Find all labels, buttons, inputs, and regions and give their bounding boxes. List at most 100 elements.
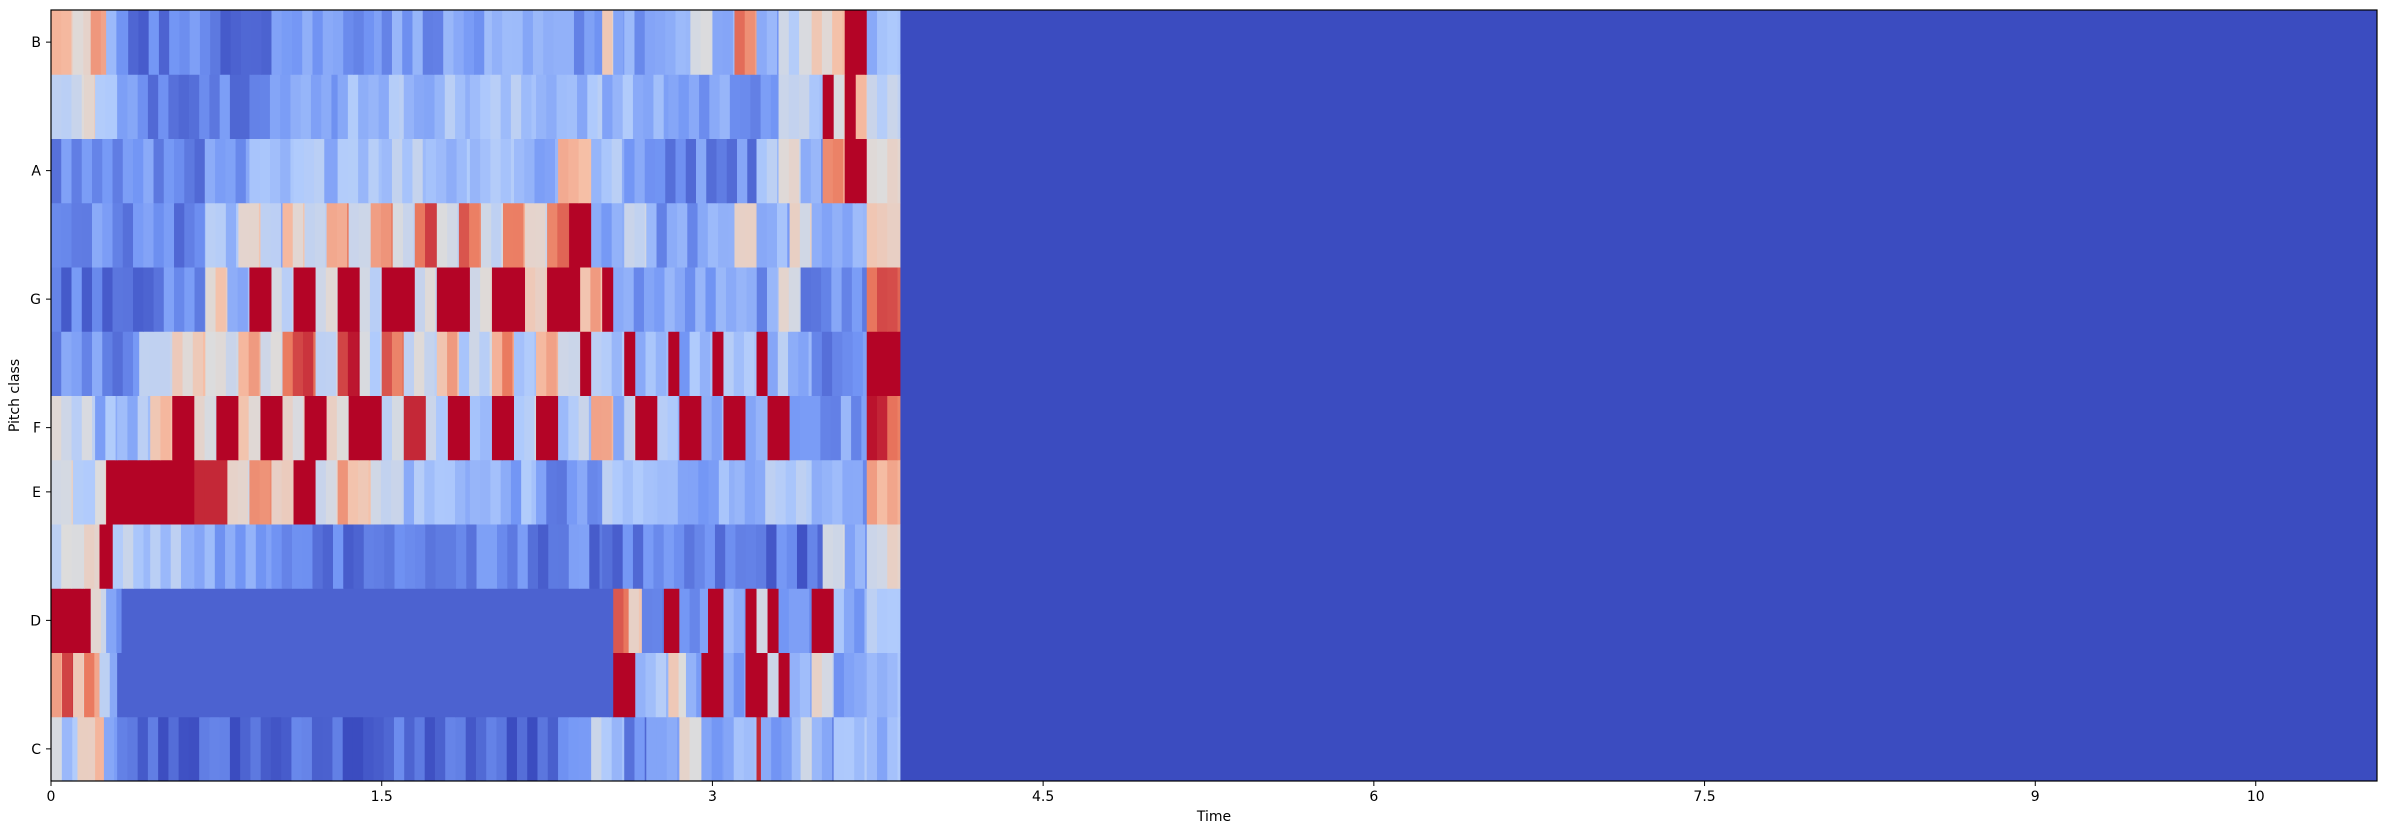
- heatmap-cell: [569, 202, 580, 268]
- heatmap-cell: [500, 588, 512, 653]
- heatmap-cell: [271, 524, 283, 589]
- heatmap-cell: [62, 716, 73, 782]
- heatmap-cell: [522, 267, 526, 332]
- heatmap-cell: [236, 202, 239, 268]
- heatmap-cell: [844, 524, 856, 589]
- heatmap-cell: [733, 331, 745, 396]
- heatmap-cell: [425, 395, 437, 461]
- heatmap-cell: [718, 588, 725, 653]
- heatmap-cell: [820, 395, 832, 461]
- heatmap-cell: [721, 395, 725, 461]
- heatmap-cell: [688, 74, 700, 139]
- heatmap-cell: [259, 267, 271, 332]
- heatmap-cell: [51, 267, 62, 332]
- heatmap-cell: [404, 652, 416, 718]
- heatmap-cell: [579, 524, 590, 589]
- heatmap-cell: [234, 588, 246, 653]
- heatmap-cell: [778, 10, 790, 75]
- heatmap-cell: [577, 267, 581, 332]
- heatmap-cell: [325, 395, 328, 461]
- heatmap-cell: [491, 331, 503, 396]
- heatmap-cell: [363, 716, 375, 782]
- heatmap-cell: [817, 524, 824, 589]
- heatmap-cell: [624, 395, 636, 461]
- heatmap-cell: [887, 331, 899, 396]
- heatmap-cell: [225, 524, 236, 589]
- heatmap-cell: [413, 202, 416, 268]
- heatmap-cell: [192, 331, 204, 396]
- heatmap-cell: [336, 588, 348, 653]
- heatmap-cell: [458, 202, 470, 268]
- heatmap-cell: [336, 267, 339, 332]
- heatmap-cell: [624, 202, 636, 268]
- heatmap-cell: [95, 459, 106, 525]
- heatmap-cell: [94, 652, 101, 718]
- heatmap-cell: [378, 74, 390, 139]
- heatmap-cell: [536, 395, 547, 461]
- heatmap-cell: [404, 524, 416, 589]
- heatmap-cell: [109, 524, 114, 589]
- heatmap-cell: [577, 74, 588, 139]
- heatmap-cell: [645, 331, 657, 396]
- heatmap-cell: [293, 267, 305, 332]
- heatmap-cell: [832, 524, 844, 589]
- heatmap-cell: [799, 395, 811, 461]
- heatmap-cell: [711, 652, 723, 718]
- heatmap-cell: [188, 716, 200, 782]
- heatmap-cell: [292, 395, 304, 461]
- heatmap-cell: [178, 716, 190, 782]
- heatmap-cell: [199, 716, 211, 782]
- heatmap-cell: [381, 138, 393, 204]
- heatmap-cell: [402, 202, 414, 268]
- heatmap-cell: [842, 202, 854, 268]
- heatmap-cell: [777, 267, 780, 332]
- heatmap-cell: [116, 588, 123, 653]
- heatmap-cell: [807, 524, 819, 589]
- heatmap-cell: [770, 74, 780, 139]
- heatmap-cell: [668, 74, 680, 139]
- heatmap-cell: [654, 10, 666, 75]
- heatmap-cell: [182, 395, 194, 461]
- heatmap-cell: [83, 652, 85, 718]
- heatmap-cell: [381, 10, 393, 75]
- heatmap-cell: [743, 331, 755, 396]
- heatmap-cell: [601, 202, 613, 268]
- heatmap-cell: [854, 652, 866, 718]
- heatmap-cell: [851, 267, 863, 332]
- heatmap-cell: [662, 588, 665, 653]
- heatmap-cell: [490, 267, 493, 332]
- heatmap-cell: [248, 395, 260, 461]
- heatmap-cell: [766, 331, 769, 396]
- heatmap-cell: [266, 524, 273, 589]
- heatmap-cell: [128, 10, 140, 75]
- heatmap-cell: [168, 716, 180, 782]
- heatmap-cell: [866, 202, 878, 268]
- heatmap-cell: [591, 395, 603, 461]
- heatmap-cell: [687, 202, 699, 268]
- heatmap-cell: [700, 10, 712, 75]
- heatmap-cell: [558, 716, 569, 782]
- heatmap-cell: [811, 652, 823, 718]
- heatmap-cell: [105, 395, 117, 461]
- heatmap-cell: [490, 74, 502, 139]
- heatmap-cell: [789, 202, 801, 268]
- heatmap-cell: [634, 138, 646, 204]
- heatmap-cell: [169, 10, 181, 75]
- heatmap-cell: [469, 74, 481, 139]
- heatmap-cell: [214, 524, 226, 589]
- heatmap-cell: [527, 524, 539, 589]
- heatmap-cell: [150, 524, 162, 589]
- heatmap-cell: [754, 716, 758, 782]
- heatmap-cell: [466, 524, 478, 589]
- heatmap-cell: [745, 588, 757, 653]
- heatmap-cell: [843, 524, 846, 589]
- heatmap-cell: [675, 138, 687, 204]
- heatmap-cell: [188, 652, 200, 718]
- heatmap-cell: [864, 652, 868, 718]
- heatmap-cell: [61, 395, 73, 461]
- x-tick-label: 1.5: [371, 789, 393, 805]
- heatmap-cell: [588, 652, 600, 718]
- heatmap-cell: [821, 331, 833, 396]
- heatmap-cell: [843, 138, 846, 204]
- heatmap-cell: [168, 74, 180, 139]
